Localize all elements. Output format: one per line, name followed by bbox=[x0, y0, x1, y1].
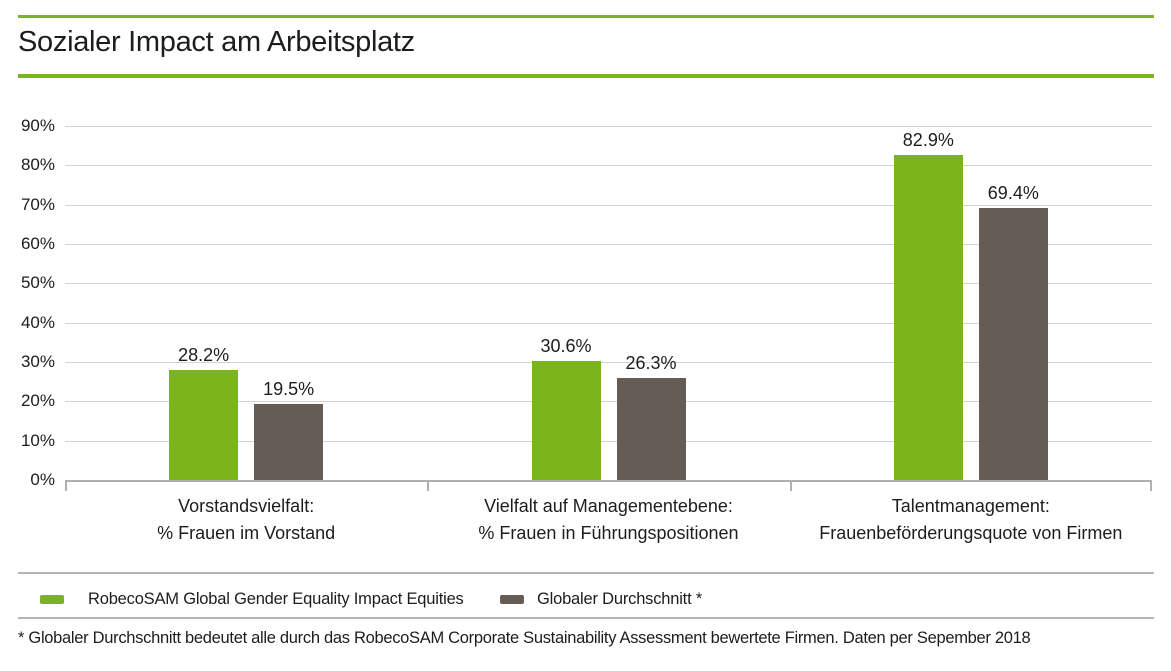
category-label-line: % Frauen im Vorstand bbox=[157, 523, 336, 543]
bar-chart-plot-area: 0% 10% 20% 30% 40% 50% 60% 70% 80% 90% 28.2% 19.5% V… bbox=[21, 116, 1152, 543]
x-axis-tick bbox=[1150, 481, 1152, 491]
bar-average-group1 bbox=[254, 404, 324, 481]
y-axis-tick-label: 50% bbox=[20, 273, 55, 293]
bar-value-label: 28.2% bbox=[178, 345, 230, 366]
y-axis-tick-label: 10% bbox=[20, 430, 55, 450]
y-axis-tick-label: 60% bbox=[20, 234, 55, 253]
y-axis-tick-label: 30% bbox=[20, 352, 55, 371]
gridline-90 bbox=[65, 126, 1152, 127]
x-axis-line bbox=[65, 480, 1152, 482]
category-label-line: % Frauen in Führungspositionen bbox=[478, 523, 739, 543]
category-label-line: Vorstandsvielfalt: bbox=[178, 496, 315, 516]
category-label-group3: Talentmanagement: Frauenbeförderungsquote… bbox=[790, 493, 1152, 547]
page-title: Sozialer Impact am Arbeitsplatz bbox=[18, 26, 415, 58]
bar-value-label: 30.6% bbox=[540, 335, 592, 356]
title-bottom-rule bbox=[18, 74, 1154, 78]
bar-average-group3 bbox=[978, 208, 1048, 481]
legend-swatch-average bbox=[500, 595, 524, 604]
y-axis-tick-label: 70% bbox=[20, 194, 55, 214]
x-axis-tick bbox=[427, 481, 429, 491]
bar-value-label: 19.5% bbox=[263, 379, 315, 400]
y-axis-tick-label: 20% bbox=[20, 391, 55, 411]
legend-swatch-fund bbox=[40, 595, 64, 604]
gridline-10 bbox=[65, 440, 1152, 442]
gridline-40 bbox=[65, 322, 1152, 324]
gridline-60 bbox=[65, 244, 1152, 245]
title-top-rule bbox=[18, 15, 1154, 18]
legend-label-average: Globaler Durchschnitt * bbox=[537, 590, 703, 608]
legend-bottom-rule bbox=[18, 617, 1154, 619]
y-axis-tick-label: 0% bbox=[30, 470, 55, 489]
x-axis-tick bbox=[65, 481, 67, 491]
bar-fund-group3 bbox=[893, 154, 963, 481]
footnote: * Globaler Durchschnitt bedeutet alle du… bbox=[18, 629, 1031, 647]
category-label-group2: Vielfalt auf Managementebene: % Frauen in… bbox=[427, 493, 789, 547]
x-axis-tick bbox=[790, 481, 792, 491]
gridline-80 bbox=[65, 165, 1152, 167]
y-axis-tick-label: 80% bbox=[20, 155, 55, 175]
gridline-30 bbox=[65, 362, 1152, 363]
bar-average-group2 bbox=[616, 377, 686, 481]
bar-fund-group2 bbox=[531, 360, 601, 481]
legend-top-rule bbox=[18, 572, 1154, 574]
y-axis-tick-label: 40% bbox=[20, 312, 55, 332]
category-label-line: Vielfalt auf Managementebene: bbox=[484, 496, 733, 516]
bar-value-label: 82.9% bbox=[902, 129, 954, 150]
legend-label-fund: RobecoSAM Global Gender Equality Impact … bbox=[88, 590, 464, 608]
gridline-70 bbox=[65, 204, 1152, 206]
gridline-50 bbox=[65, 283, 1152, 285]
category-label-group1: Vorstandsvielfalt: % Frauen im Vorstand bbox=[65, 493, 427, 547]
bar-fund-group1 bbox=[169, 370, 239, 481]
bar-value-label: 69.4% bbox=[987, 183, 1039, 204]
category-label-line: Frauenbeförderungsquote von Firmen bbox=[819, 523, 1123, 543]
bar-value-label: 26.3% bbox=[625, 352, 677, 373]
category-label-line: Talentmanagement: bbox=[891, 496, 1050, 516]
gridline-20 bbox=[65, 401, 1152, 403]
y-axis-tick-label: 90% bbox=[20, 116, 55, 135]
